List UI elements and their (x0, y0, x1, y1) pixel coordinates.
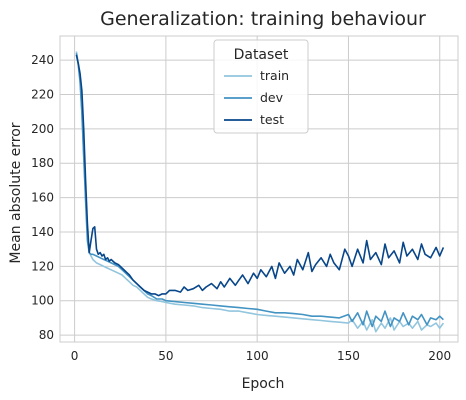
y-tick-label: 220 (31, 87, 54, 101)
y-tick-label: 200 (31, 122, 54, 136)
x-tick-label: 200 (428, 349, 451, 363)
y-tick-label: 120 (31, 259, 54, 273)
y-tick-label: 160 (31, 191, 54, 205)
legend-label-dev: dev (260, 90, 284, 105)
x-tick-label: 150 (337, 349, 360, 363)
legend: Dataset train dev test (214, 40, 308, 133)
y-tick-label: 240 (31, 53, 54, 67)
y-tick-label: 140 (31, 225, 54, 239)
y-tick-label: 180 (31, 156, 54, 170)
y-tick-label: 100 (31, 294, 54, 308)
x-tick-label: 100 (246, 349, 269, 363)
y-axis-label: Mean absolute error (8, 122, 24, 263)
x-axis-label: Epoch (242, 376, 285, 392)
y-tick-label: 80 (39, 328, 54, 342)
x-tick-label: 50 (158, 349, 173, 363)
legend-title: Dataset (234, 47, 289, 63)
x-tick-label: 0 (71, 349, 79, 363)
legend-label-test: test (260, 112, 284, 127)
chart-title: Generalization: training behaviour (100, 8, 426, 30)
legend-label-train: train (260, 68, 289, 83)
